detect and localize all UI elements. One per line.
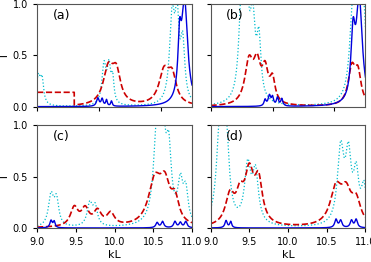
Text: (b): (b): [226, 9, 244, 22]
Text: (d): (d): [226, 130, 244, 143]
X-axis label: kL: kL: [282, 250, 294, 260]
Text: (c): (c): [53, 130, 69, 143]
Y-axis label: T: T: [0, 52, 10, 59]
Text: (a): (a): [53, 9, 70, 22]
X-axis label: kL: kL: [108, 250, 121, 260]
Y-axis label: T: T: [0, 173, 10, 180]
